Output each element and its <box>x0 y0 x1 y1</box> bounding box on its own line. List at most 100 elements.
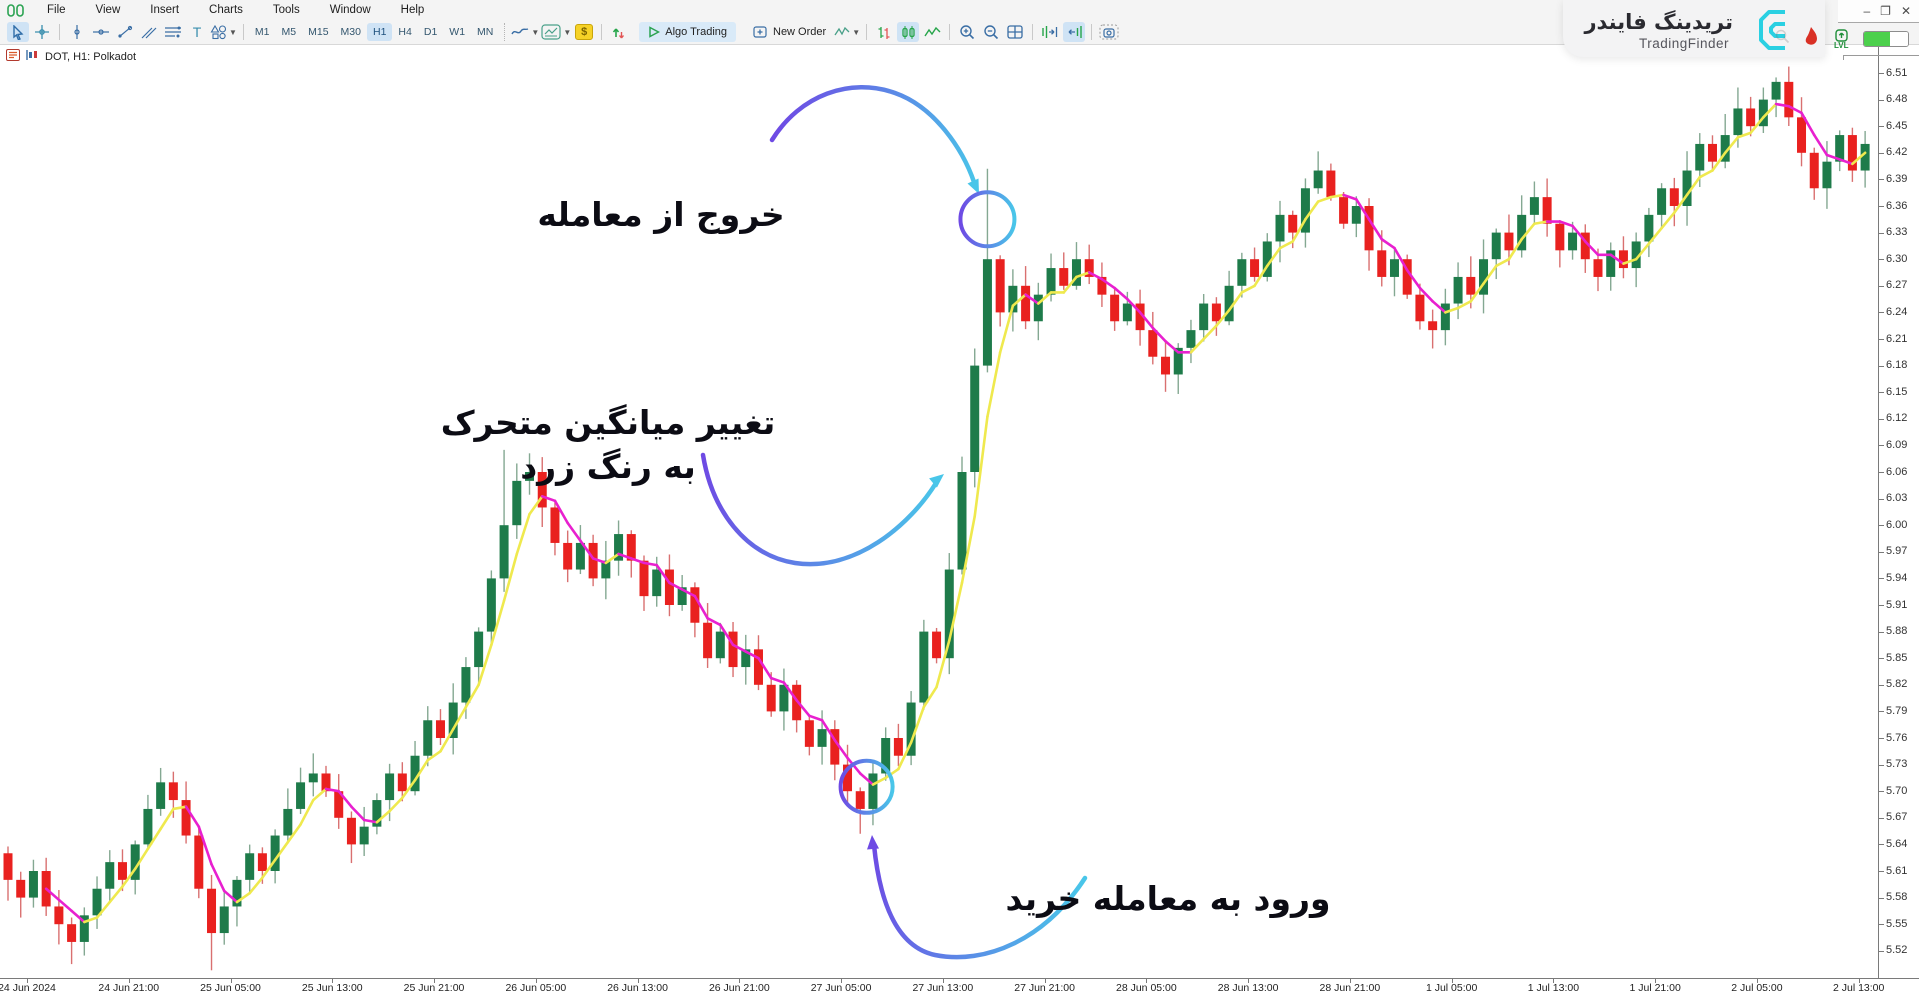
zoom-out-icon[interactable] <box>980 22 1002 42</box>
tile-windows-icon[interactable] <box>1004 22 1026 42</box>
menu-item-help[interactable]: Help <box>400 4 425 16</box>
timeframe-m15[interactable]: M15 <box>308 26 329 38</box>
mini-chart-icon <box>25 49 40 64</box>
zoom-in-icon[interactable] <box>956 22 978 42</box>
currency-settings-icon[interactable]: $ <box>573 22 595 42</box>
toggle-switch[interactable] <box>1862 31 1909 47</box>
candle <box>207 888 217 934</box>
candle <box>1033 294 1043 322</box>
timeframe-m5[interactable]: M5 <box>281 26 297 38</box>
cursor-tool-icon[interactable] <box>7 22 29 42</box>
candle <box>715 631 725 659</box>
candle <box>1746 108 1756 127</box>
ma-arrowhead-icon <box>929 474 944 488</box>
line-style-dropdown[interactable]: ▼ <box>511 22 539 42</box>
search-icon <box>1775 29 1790 49</box>
channel-tool-icon[interactable] <box>138 22 160 42</box>
candle <box>105 862 115 889</box>
candle <box>54 906 64 925</box>
candle <box>1186 330 1196 348</box>
menu-item-charts[interactable]: Charts <box>209 4 243 16</box>
chart-area[interactable]: DOT, H1: Polkadot <box>0 45 1878 978</box>
price-tick-label: 6.36 <box>1886 199 1908 212</box>
depth-of-market-dropdown[interactable]: ▼ <box>834 22 860 42</box>
candlestick-chart[interactable] <box>0 45 1878 978</box>
time-tick-label: 2 Jul 05:00 <box>1731 982 1783 994</box>
timeframe-mn[interactable]: MN <box>477 26 494 38</box>
vertical-line-tool-icon[interactable] <box>66 22 88 42</box>
candle <box>1847 135 1857 171</box>
candle <box>1542 197 1552 224</box>
bars-chart-icon[interactable] <box>873 22 895 42</box>
price-tick-label: 5.73 <box>1886 758 1908 771</box>
shapes-tool-icon[interactable]: ▼ <box>210 22 237 42</box>
level-indicator: LVL <box>1834 28 1849 50</box>
menu-item-insert[interactable]: Insert <box>150 4 180 16</box>
timeframe-m1[interactable]: M1 <box>254 26 270 38</box>
screenshot-icon[interactable] <box>1098 22 1120 42</box>
candle <box>283 808 293 836</box>
window-controls: – ❐ ✕ <box>1838 0 1919 23</box>
price-axis[interactable]: 6.51 6.48 6.45 6.42 6.39 6.36 6.33 6.30 6.27 6.24… <box>1878 45 1919 978</box>
candle <box>1669 188 1679 206</box>
candle <box>970 365 980 472</box>
candles-chart-icon[interactable] <box>897 22 920 42</box>
candle <box>512 480 522 526</box>
tradingfinder-watermark: تریدینگ فایندر TradingFinder <box>1563 0 1825 57</box>
candle <box>296 782 306 809</box>
time-axis[interactable]: 24 Jun 2024 24 Jun 21:00 25 Jun 05:00 25 Ju… <box>0 978 1919 996</box>
time-tick-label: 27 Jun 05:00 <box>810 982 872 994</box>
time-tick-label: 2 Jul 13:00 <box>1832 982 1885 994</box>
menu-item-window[interactable]: Window <box>329 4 371 16</box>
menu-item-view[interactable]: View <box>95 4 121 16</box>
price-tick-label: 5.67 <box>1886 811 1908 824</box>
candle <box>525 472 535 481</box>
auto-scroll-icon[interactable] <box>1063 22 1086 42</box>
line-chart-icon[interactable] <box>921 22 943 42</box>
text-tool-icon[interactable]: T <box>192 24 202 40</box>
new-order-button[interactable]: New Order <box>746 22 833 42</box>
candle <box>168 782 178 801</box>
minimize-button[interactable]: – <box>1863 4 1871 18</box>
close-button[interactable]: ✕ <box>1900 4 1911 18</box>
price-tick-label: 5.94 <box>1886 571 1908 584</box>
time-tick-label: 28 Jun 05:00 <box>1116 982 1177 994</box>
fibonacci-tool-icon[interactable] <box>162 22 184 42</box>
buy-sell-arrows-icon[interactable] <box>608 22 630 42</box>
price-tick-label: 5.85 <box>1886 651 1908 664</box>
price-tick-label: 5.55 <box>1886 917 1908 930</box>
price-tick-label: 6.21 <box>1886 332 1908 345</box>
timeframe-w1[interactable]: W1 <box>449 26 466 38</box>
crosshair-tool-icon[interactable] <box>31 22 53 42</box>
horizontal-line-tool-icon[interactable] <box>90 22 112 42</box>
shift-end-icon[interactable] <box>1039 22 1061 42</box>
menu-bar: File View Insert Charts Tools Window Help <box>0 0 1919 20</box>
price-tick-label: 6.24 <box>1886 305 1908 318</box>
timeframe-h4[interactable]: H4 <box>398 26 412 38</box>
algo-trading-button[interactable]: Algo Trading <box>639 22 736 42</box>
timeframe-h1[interactable]: H1 <box>366 23 393 41</box>
candle <box>677 587 687 605</box>
time-tick-label: 1 Jul 13:00 <box>1527 982 1580 994</box>
indicators-dropdown[interactable]: ▼ <box>541 22 571 42</box>
candle <box>1733 108 1743 136</box>
entry-marker-circle <box>838 758 895 815</box>
candle <box>1059 268 1069 286</box>
price-tick-label: 6.39 <box>1886 172 1908 185</box>
candle <box>1529 197 1539 215</box>
time-tick-label: 27 Jun 13:00 <box>912 982 974 994</box>
menu-item-file[interactable]: File <box>47 4 66 16</box>
restore-button[interactable]: ❐ <box>1880 4 1891 18</box>
menu-item-tools[interactable]: Tools <box>272 4 300 16</box>
price-tick-label: 5.97 <box>1886 545 1908 558</box>
trendline-tool-icon[interactable] <box>114 22 136 42</box>
candle <box>703 622 713 659</box>
candle <box>588 542 598 579</box>
timeframe-d1[interactable]: D1 <box>423 26 438 38</box>
timeframe-m30[interactable]: M30 <box>340 26 361 38</box>
candle <box>1008 285 1018 313</box>
candle <box>652 569 662 597</box>
candle <box>1695 143 1705 171</box>
candle <box>1580 232 1590 260</box>
